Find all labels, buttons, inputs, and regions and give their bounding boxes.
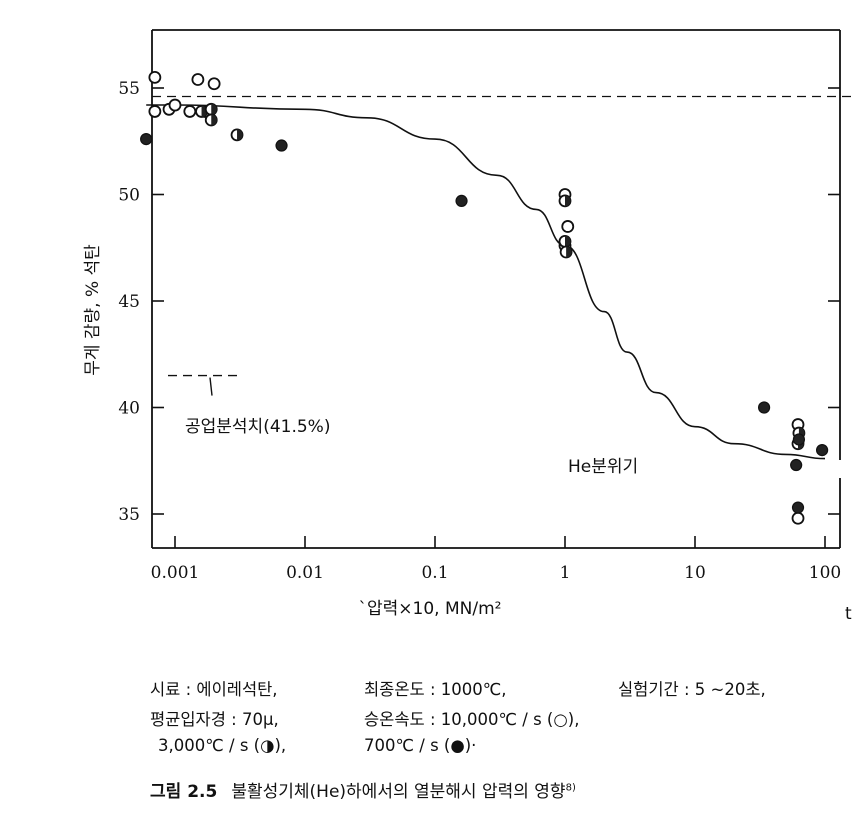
open-point: [561, 220, 575, 233]
half-point-fill: [565, 235, 571, 247]
open-point: [183, 105, 197, 118]
open-point: [148, 105, 162, 118]
edge-fragment: t: [845, 604, 852, 624]
fit-curve: [146, 104, 826, 460]
y-axis-title: 무게 감량, % 석탄: [83, 244, 103, 376]
y-tick-label: 50: [118, 186, 140, 206]
filled-point: [790, 458, 803, 472]
x-tick-label: 0.1: [421, 563, 448, 583]
y-tick-label: 40: [118, 399, 140, 419]
tick-labels: 35 40 45 50 55 0.001 0.01 0.1 1 10 100: [118, 79, 841, 583]
half-point-fill: [565, 195, 571, 207]
industrial-pointer: [209, 377, 213, 396]
filled-point: [275, 139, 288, 152]
y-tick-label: 55: [118, 79, 140, 99]
y-tick-label: 35: [118, 505, 140, 525]
filled-point: [792, 433, 806, 446]
half-filled-point: [558, 194, 572, 208]
half-point-fill: [211, 114, 217, 126]
x-tick-label: 10: [684, 563, 706, 583]
open-point: [191, 73, 205, 86]
axes-layer: [151, 29, 855, 549]
open-point: [791, 511, 805, 525]
caption-duration: 실험기간 : 5 ~20초,: [618, 680, 766, 699]
data-points: [140, 70, 829, 525]
y-tick-label: 45: [118, 292, 140, 312]
caption-final-temp: 최종온도 : 1000℃,: [364, 680, 507, 699]
open-point: [207, 77, 221, 91]
half-point-fill: [211, 103, 217, 115]
open-point: [168, 98, 182, 112]
figure-ref: 8): [565, 782, 576, 794]
half-filled-point: [204, 113, 218, 127]
figure-number: 그림 2.5: [150, 782, 218, 802]
x-tick-label: 100: [809, 563, 841, 583]
filled-point: [455, 194, 468, 207]
industrial-value-label: 공업분석치(41.5%): [185, 417, 330, 437]
half-filled-point: [230, 128, 244, 142]
figure-caption: 그림 2.5 불활성기체(He)하에서의 열분해시 압력의 영향8): [150, 777, 576, 802]
figure-title: 불활성기체(He)하에서의 열분해시 압력의 영향: [231, 782, 566, 802]
caption-rate-full: 700℃ / s (●)·: [364, 736, 477, 755]
x-axis-title: `압력×10, MN/m²: [359, 599, 502, 619]
atmosphere-label: He분위기: [568, 457, 638, 477]
caption-sample: 시료 : 에이레석탄,: [150, 680, 278, 699]
open-point: [148, 70, 162, 84]
caption-heating-rate: 승온속도 : 10,000℃ / s (○),: [364, 710, 580, 729]
filled-point: [757, 401, 771, 414]
filled-point: [816, 444, 829, 457]
x-tick-label: 1: [560, 563, 571, 583]
half-filled-point: [559, 245, 573, 259]
filled-point: [140, 133, 153, 146]
chart: 35 40 45 50 55 0.001 0.01 0.1 1 10 100 `압력×10, MN/…: [83, 29, 855, 624]
half-point-fill: [566, 246, 572, 258]
x-tick-label: 0.001: [151, 563, 200, 583]
caption-particle-size: 평균입자경 : 70μ,: [150, 710, 279, 729]
half-filled-point: [204, 102, 218, 116]
half-filled-point: [558, 234, 572, 248]
filled-point: [791, 501, 805, 514]
half-point-fill: [237, 129, 243, 141]
caption-rate-half: 3,000℃ / s (◑),: [158, 736, 287, 755]
x-tick-label: 0.01: [286, 563, 324, 583]
